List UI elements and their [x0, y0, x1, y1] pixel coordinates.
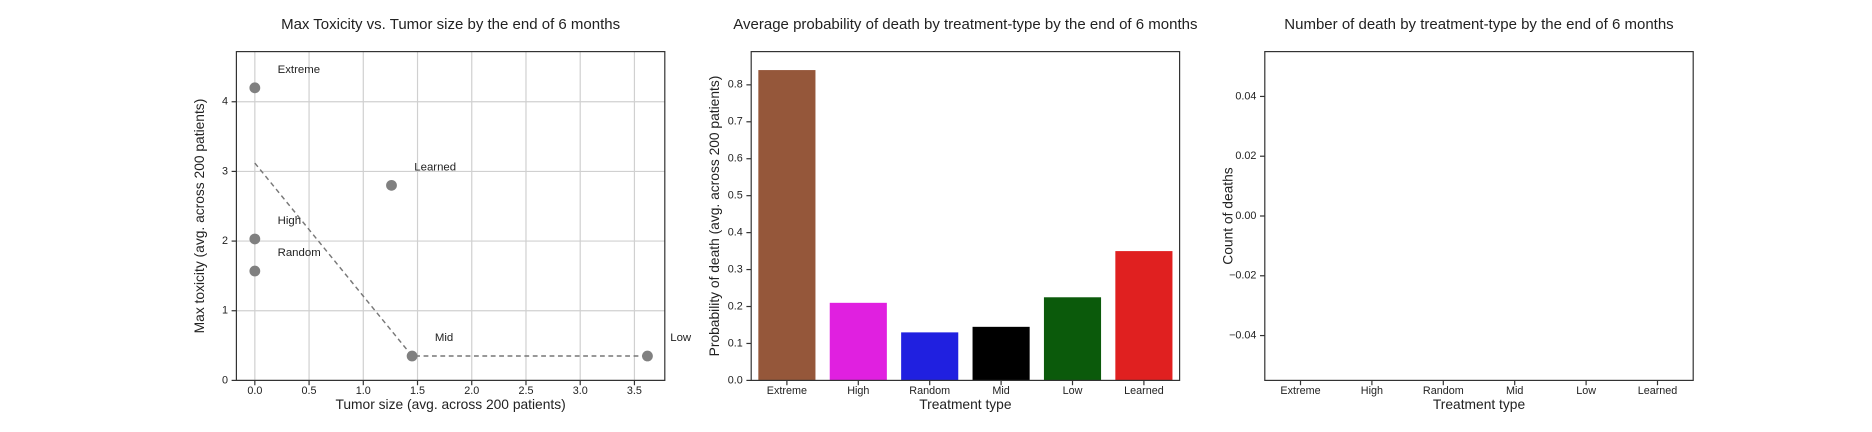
point-label: Learned: [414, 161, 456, 173]
point-label: Mid: [435, 332, 453, 344]
x-tick-label: Mid: [992, 385, 1009, 397]
x-tick-label: 1.0: [356, 385, 371, 397]
x-tick-label: Extreme: [1280, 385, 1320, 397]
bar: [1115, 251, 1173, 381]
x-tick-label: Extreme: [767, 385, 807, 397]
x-axis-label: Treatment type: [919, 397, 1012, 412]
y-tick-label: 0.1: [728, 337, 743, 349]
y-tick-label: 0.4: [728, 226, 743, 238]
bar: [901, 332, 959, 381]
x-tick-label: Learned: [1124, 385, 1164, 397]
x-tick-label: 2.5: [518, 385, 533, 397]
x-tick-label: Learned: [1638, 385, 1678, 397]
x-tick-label: Low: [1576, 385, 1596, 397]
y-tick-label: 2: [222, 235, 228, 247]
y-tick-label: 0.04: [1235, 90, 1256, 102]
x-axis-label: Treatment type: [1433, 397, 1526, 412]
x-tick-label: Random: [909, 385, 950, 397]
y-tick-label: −0.04: [1229, 329, 1256, 341]
x-tick-label: 0.5: [302, 385, 317, 397]
plot-frame: [750, 51, 1181, 381]
bar: [829, 302, 887, 381]
point-label: Random: [278, 247, 321, 259]
point: [249, 233, 261, 245]
y-tick-label: 3: [222, 165, 228, 177]
bar: [972, 326, 1030, 381]
y-tick-label: −0.02: [1229, 270, 1256, 282]
plot-frame: [1264, 51, 1694, 381]
point-label: Low: [670, 332, 692, 344]
y-axis-label: Count of deaths: [1220, 167, 1235, 265]
y-tick-label: 0.02: [1235, 150, 1256, 162]
point: [642, 350, 653, 362]
x-tick-label: 1.5: [410, 385, 425, 397]
y-axis-label: Max toxicity (avg. across 200 patients): [192, 99, 207, 334]
y-tick-label: 0.00: [1235, 210, 1256, 222]
bar: [1043, 297, 1102, 381]
y-tick-label: 0.7: [728, 116, 743, 128]
x-tick-label: Random: [1423, 385, 1464, 397]
point: [386, 179, 397, 191]
x-tick-label: Low: [1063, 385, 1083, 397]
point: [249, 82, 261, 94]
y-tick-label: 0.6: [728, 153, 743, 165]
x-tick-label: 2.0: [464, 385, 479, 397]
chart-title: Average probability of death by treatmen…: [733, 16, 1197, 33]
dashed-line: [254, 162, 648, 357]
point: [249, 265, 261, 277]
chart-title: Number of death by treatment-type by the…: [1284, 16, 1673, 33]
x-tick-label: High: [1361, 385, 1383, 397]
chart-title: Max Toxicity vs. Tumor size by the end o…: [281, 16, 620, 33]
x-tick-label: 3.5: [627, 385, 642, 397]
y-tick-label: 0.2: [728, 300, 743, 312]
y-tick-label: 0: [222, 374, 228, 386]
y-tick-label: 0.5: [728, 190, 743, 202]
y-tick-label: 0.3: [728, 263, 743, 275]
bar: [758, 70, 816, 381]
x-tick-label: High: [847, 385, 869, 397]
y-axis-label: Probability of death (avg. across 200 pa…: [707, 76, 722, 357]
plot-frame: [235, 51, 666, 381]
point: [406, 350, 418, 362]
x-axis-label: Tumor size (avg. across 200 patients): [335, 397, 565, 412]
y-tick-label: 0.8: [728, 79, 743, 91]
y-tick-label: 4: [222, 96, 228, 108]
x-tick-label: Mid: [1506, 385, 1523, 397]
x-tick-label: 3.0: [573, 385, 588, 397]
point-label: High: [278, 215, 301, 227]
x-tick-label: 0.0: [247, 385, 262, 397]
y-tick-label: 0.0: [728, 374, 743, 386]
point-label: Extreme: [278, 64, 320, 76]
y-tick-label: 1: [222, 305, 228, 317]
